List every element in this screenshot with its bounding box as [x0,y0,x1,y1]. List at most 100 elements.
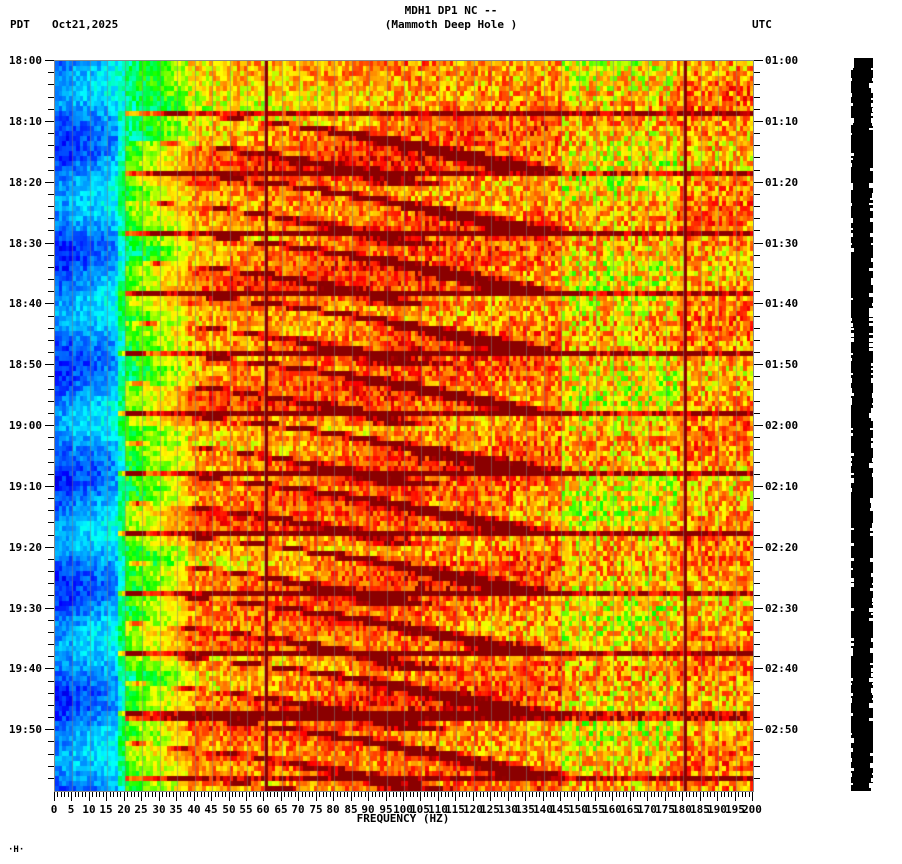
scale-bar-edge-notch [851,163,852,167]
frequency-tick-minor [742,792,743,797]
scale-bar-edge-notch [869,268,873,271]
time-tick-minor-right [754,535,760,536]
scale-bar-edge-notch [851,608,854,611]
scale-bar-edge-notch [871,363,873,366]
time-label-right: 01:30 [765,237,799,250]
frequency-tick-label: 30 [152,803,166,816]
scale-bar-edge-notch [869,83,873,88]
scale-bar-edge-notch [872,598,873,602]
scale-bar-edge-notch [871,418,873,421]
scale-bar-edge-notch [872,78,873,81]
scale-bar-edge-notch [851,248,854,252]
frequency-tick-major [333,792,334,801]
time-tick-major-right [754,243,763,244]
frequency-tick-major [752,792,753,801]
frequency-tick-label: 140 [533,803,553,816]
time-tick-minor-left [48,778,54,779]
frequency-tick-minor [340,792,341,797]
frequency-tick-label: 0 [50,803,58,816]
time-tick-minor-left [48,693,54,694]
time-tick-minor-right [754,255,760,256]
scale-bar-edge-notch [871,408,873,413]
scale-bar-edge-notch [870,208,873,211]
frequency-tick-minor [82,792,83,797]
time-label-right: 02:00 [765,419,799,432]
frequency-tick-minor [640,792,641,797]
frequency-tick-minor [427,792,428,797]
frequency-tick-minor [239,792,240,797]
scale-bar-edge-notch [869,678,873,682]
frequency-tick-minor [434,792,435,797]
frequency-tick-minor [302,792,303,797]
frequency-tick-minor [256,792,257,797]
frequency-tick-minor [291,792,292,797]
time-tick-major-right [754,729,763,730]
frequency-tick-minor [127,792,128,797]
time-tick-major-left [45,303,54,304]
time-tick-minor-left [48,681,54,682]
scale-bar-edge-notch [870,663,873,665]
time-tick-minor-left [48,644,54,645]
time-tick-minor-left [48,218,54,219]
time-tick-minor-right [754,340,760,341]
scale-bar-edge-notch [869,718,873,721]
time-tick-minor-left [48,754,54,755]
scale-bar-edge-notch [851,758,852,762]
frequency-tick-minor [588,792,589,797]
time-tick-minor-right [754,681,760,682]
scale-bar-edge-notch [869,318,873,321]
frequency-tick-major [735,792,736,801]
frequency-tick-label: 100 [393,803,413,816]
frequency-tick-minor [75,792,76,797]
frequency-tick-minor [557,792,558,797]
frequency-tick-major [647,792,648,801]
spectrogram-plot[interactable] [54,60,754,792]
frequency-tick-minor [728,792,729,797]
scale-bar-edge-notch [851,153,854,156]
scale-bar-edge-notch [869,338,873,342]
frequency-tick-minor [145,792,146,797]
time-tick-minor-left [48,376,54,377]
frequency-tick-label: 150 [568,803,588,816]
scale-bar-edge-notch [871,378,873,383]
time-tick-major-right [754,668,763,669]
time-tick-minor-left [48,97,54,98]
time-tick-minor-left [48,206,54,207]
time-tick-minor-right [754,230,760,231]
frequency-tick-minor [553,792,554,797]
frequency-tick-minor [120,792,121,797]
frequency-tick-label: 175 [655,803,675,816]
time-tick-minor-right [754,717,760,718]
scale-bar-edge-notch [851,768,854,771]
frequency-tick-minor [406,792,407,797]
time-label-right: 01:10 [765,115,799,128]
scale-bar-edge-notch [872,583,873,585]
time-tick-minor-right [754,571,760,572]
frequency-tick-minor [707,792,708,797]
frequency-tick-minor [749,792,750,797]
frequency-tick-label: 95 [379,803,393,816]
scale-bar-edge-notch [869,703,873,708]
scale-bar-edge-notch [851,453,854,456]
scale-bar-edge-notch [851,698,852,703]
frequency-tick-label: 15 [99,803,113,816]
frequency-tick-minor [672,792,673,797]
frequency-tick-label: 160 [602,803,622,816]
scale-bar-edge-notch [871,258,873,262]
time-tick-minor-left [48,230,54,231]
time-label-right: 02:10 [765,480,799,493]
frequency-tick-label: 35 [169,803,183,816]
scale-bar-edge-notch [851,58,854,63]
frequency-tick-minor [232,792,233,797]
frequency-tick-minor [173,792,174,797]
time-tick-minor-right [754,352,760,353]
time-tick-minor-left [48,583,54,584]
scale-bar-edge-notch [869,323,873,326]
time-tick-minor-right [754,620,760,621]
frequency-tick-major [403,792,404,801]
scale-bar-edge-notch [851,388,852,393]
spectrogram-canvas [55,61,753,791]
frequency-tick-major [351,792,352,801]
frequency-tick-minor [497,792,498,797]
time-tick-minor-right [754,157,760,158]
